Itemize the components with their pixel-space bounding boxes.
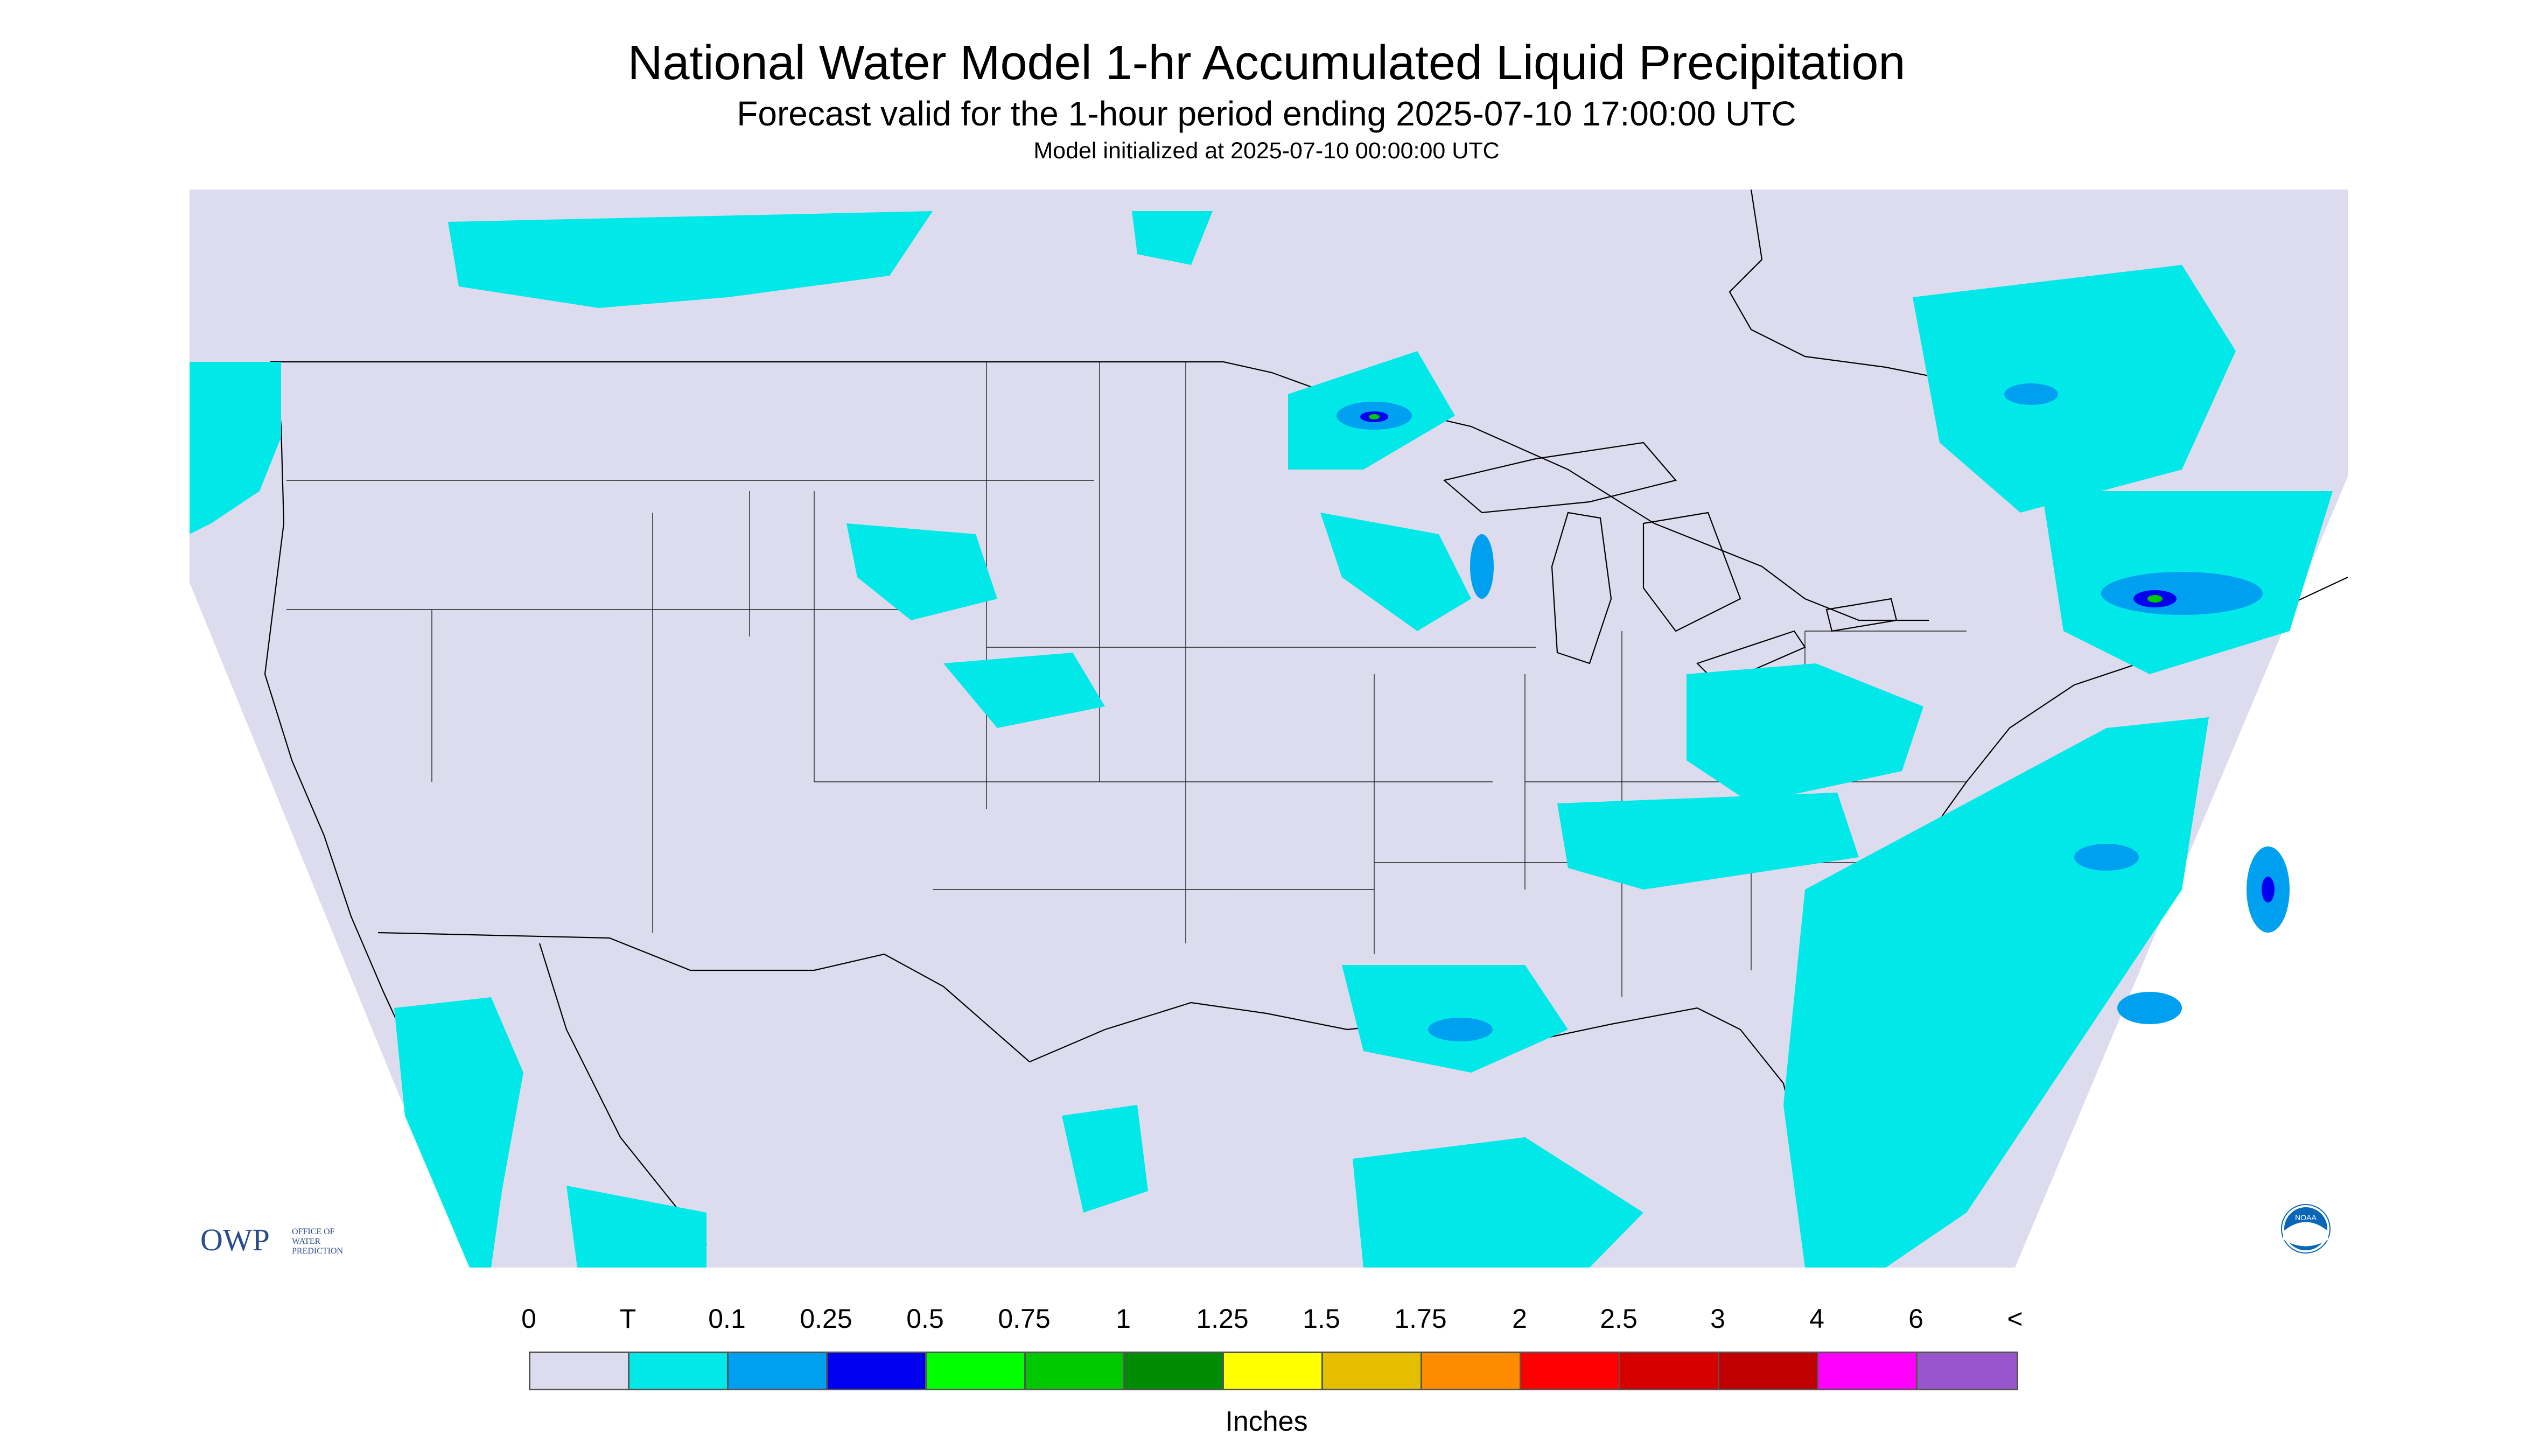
precip-midatlantic [1687, 663, 1923, 803]
lake-ontario [1825, 598, 1898, 632]
legend-tick-label: 1.75 [1394, 1304, 1447, 1334]
owp-logo-text-line: WATER [292, 1237, 321, 1246]
precip-light-atlantic-3 [2117, 992, 2182, 1024]
mexico-us-border [377, 932, 1105, 1063]
precip-baja-west [394, 997, 523, 1268]
noaa-logo: NOAA [2281, 1204, 2331, 1254]
legend-swatch [530, 1353, 629, 1389]
precip-wisc [1320, 513, 1471, 631]
precip-light-ny [2101, 572, 2263, 615]
legend-tick-label: 4 [1809, 1304, 1824, 1334]
legend-tick-label: 0.75 [998, 1304, 1051, 1334]
legend-tick-label: 1.25 [1196, 1304, 1249, 1334]
state-lines [286, 362, 1967, 997]
legend-swatch [1422, 1353, 1521, 1389]
legend-tick-label: 3 [1710, 1304, 1725, 1334]
owp-logo-text-line: PREDICTION [292, 1247, 344, 1256]
legend-tick-label: 2 [1512, 1304, 1527, 1334]
precip-canada-west [448, 211, 933, 308]
legend-tick-label: 0.5 [906, 1304, 944, 1334]
legend-swatch [729, 1353, 828, 1389]
legend-color-bar [529, 1352, 2018, 1390]
svg-text:OFFICE OF WATER PR: OFFICE OF WATER PREDICTION [292, 1227, 344, 1256]
precip-heavy-superior [1369, 414, 1380, 419]
precip-moderate-atlantic [2262, 877, 2275, 902]
legend-tick-label: 0.25 [800, 1304, 852, 1334]
legend-swatch [1620, 1353, 1719, 1389]
precip-light-atlantic-1 [2074, 844, 2139, 871]
precip-kansas [943, 653, 1105, 728]
legend-tick-label: < [2007, 1304, 2023, 1334]
precip-heavy [1360, 411, 2275, 902]
precip-texas-coast [1062, 1105, 1148, 1213]
model-init-label: Model initialized at 2025-07-10 00:00:00… [1033, 138, 1500, 164]
precip-gulf-south [1353, 1137, 1643, 1268]
owp-logo-mark: OWP [200, 1222, 270, 1257]
lake-superior [1443, 442, 1677, 514]
legend-swatch [1719, 1353, 1818, 1389]
chart-subtitle: Forecast valid for the 1-hour period end… [737, 94, 1796, 133]
boundaries [264, 190, 2348, 1245]
legend-swatch [1125, 1353, 1224, 1389]
owp-logo: OWP OFFICE OF WATER PREDICTION [200, 1222, 344, 1257]
precip-southeast [1557, 793, 1859, 890]
legend-tick-label: 1.5 [1303, 1304, 1340, 1334]
precip-plains [846, 523, 997, 620]
legend-tick-label: 6 [1908, 1304, 1923, 1334]
legend-swatch [1323, 1353, 1422, 1389]
legend-tick-label: T [619, 1304, 636, 1334]
legend-swatch [1224, 1353, 1323, 1389]
precip-canada-mid [1132, 211, 1213, 265]
legend-swatch [828, 1353, 927, 1389]
lake-huron [1642, 512, 1741, 632]
legend-swatch [1026, 1353, 1125, 1389]
canada-coast [1729, 190, 1967, 384]
legend-swatch [1521, 1353, 1620, 1389]
canada-us-border [270, 361, 1929, 621]
precip-canada-east [1913, 265, 2236, 513]
legend-swatch [629, 1353, 729, 1389]
precip-pacific-nw [190, 362, 281, 534]
legend-tick-label: 2.5 [1600, 1304, 1638, 1334]
legend-swatch [1818, 1353, 1918, 1389]
precipitation-map: OWP OFFICE OF WATER PREDICTION NOAA [190, 190, 2348, 1268]
legend-swatch [927, 1353, 1026, 1389]
legend-units-label: Inches [1225, 1406, 1308, 1437]
precip-light-gulf [1428, 1018, 1493, 1041]
legend-swatch [1918, 1353, 2017, 1389]
precip-light-michigan [1470, 534, 1494, 599]
noaa-logo-text: NOAA [2295, 1213, 2317, 1222]
legend-tick-label: 1 [1116, 1304, 1131, 1334]
baja-coast [538, 943, 707, 1245]
precip-mexico-south [566, 1186, 706, 1268]
precip-light-canada-east [2004, 383, 2058, 405]
owp-logo-text-line: OFFICE OF [292, 1227, 335, 1236]
chart-title: National Water Model 1-hr Accumulated Li… [627, 36, 1906, 90]
lake-michigan [1551, 512, 1612, 664]
legend-tick-label: 0 [521, 1304, 536, 1334]
legend-tick-labels: 0 T 0.1 0.25 0.5 0.75 1 1.25 1.5 1.75 2 2.5 3 4 6 < [0, 1303, 2533, 1341]
legend-tick-label: 0.1 [708, 1304, 746, 1334]
precip-heavy-ny [2147, 595, 2163, 603]
